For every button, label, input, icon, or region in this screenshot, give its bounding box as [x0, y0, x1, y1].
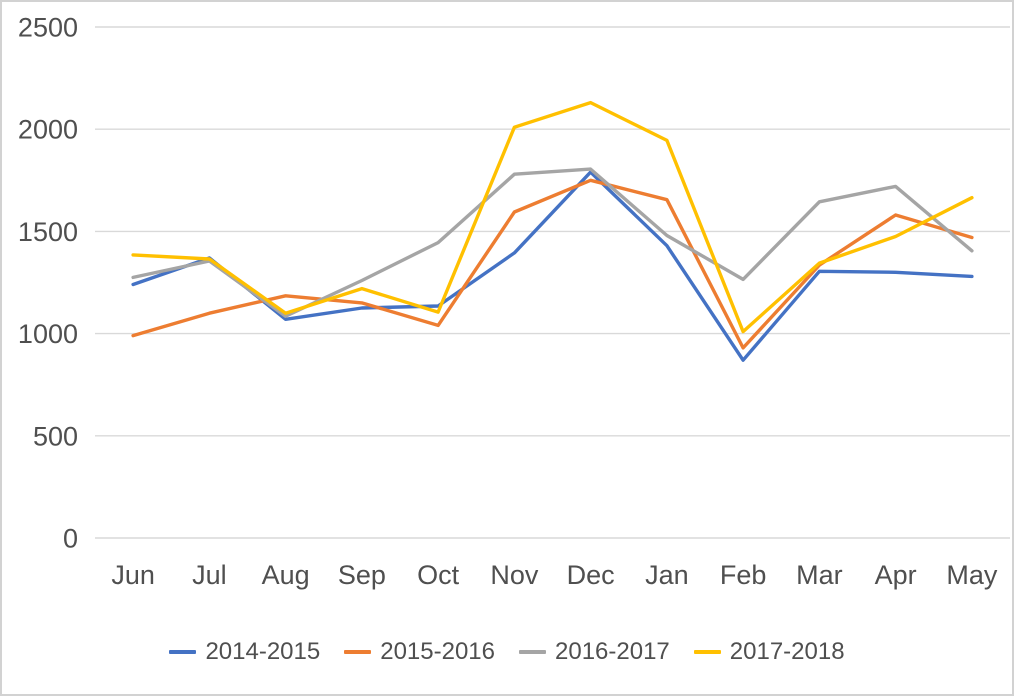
y-tick-label: 500: [33, 421, 78, 451]
x-tick-label: May: [946, 560, 998, 590]
x-tick-label: Jun: [111, 560, 155, 590]
x-tick-label: Oct: [417, 560, 460, 590]
y-tick-label: 1500: [18, 217, 78, 247]
legend-item-2017-2018: 2017-2018: [693, 638, 845, 666]
legend-dash-icon: [519, 650, 546, 654]
legend-dash-icon: [693, 650, 721, 654]
legend-item-2014-2015: 2014-2015: [169, 638, 320, 666]
x-tick-label: Jul: [192, 560, 227, 590]
plot-area: 0 500 1000 1500 2000 2500 Jun Jul Aug Sep Oct Nov De…: [18, 13, 1010, 590]
legend-item-2015-2016: 2015-2016: [344, 638, 495, 666]
series-line-2015-2016: [131, 178, 974, 350]
y-tick-label: 0: [63, 524, 78, 554]
x-tick-label: Jan: [645, 560, 689, 590]
legend-dash-icon: [169, 650, 197, 654]
x-tick-label: Apr: [875, 560, 917, 590]
y-tick-label: 1000: [18, 319, 78, 349]
series-line-2014-2015: [131, 170, 974, 362]
legend-label: 2014-2015: [205, 638, 321, 665]
x-tick-label: Nov: [490, 560, 539, 590]
legend-dash-icon: [344, 650, 372, 654]
legend-label: 2015-2016: [380, 638, 495, 665]
series-line-2017-2018: [131, 100, 974, 334]
y-tick-label: 2500: [18, 13, 78, 43]
x-tick-label: Aug: [262, 560, 310, 590]
x-tick-label: Feb: [720, 560, 767, 590]
x-tick-label: Dec: [567, 560, 615, 590]
legend-item-2016-2017: 2016-2017: [519, 638, 670, 666]
x-tick-label: Mar: [796, 560, 843, 590]
series-line-2016-2017: [131, 167, 974, 318]
x-tick-label: Sep: [338, 560, 386, 590]
legend-label: 2017-2018: [729, 638, 845, 665]
legend: 2014-2015 2015-2016 2016-2017 2017-2018: [2, 638, 1012, 666]
y-tick-label: 2000: [18, 115, 78, 145]
legend-label: 2016-2017: [555, 638, 670, 665]
